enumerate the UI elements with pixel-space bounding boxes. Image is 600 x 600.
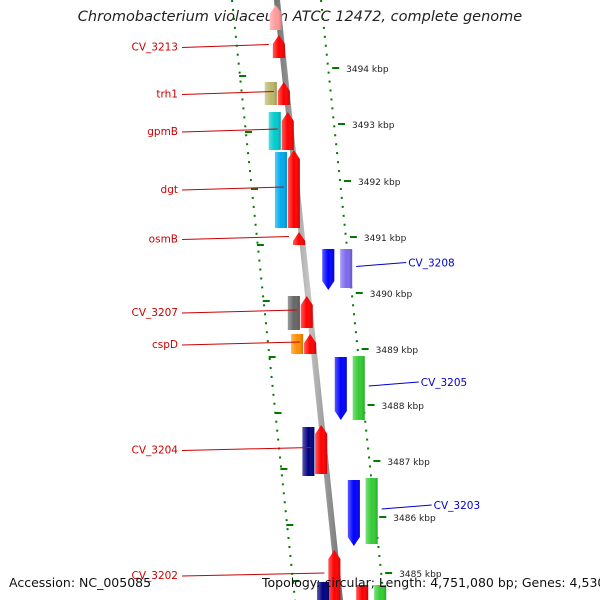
gene-label[interactable]: CV_3207 [132, 307, 179, 319]
track-border-left [231, 0, 296, 600]
gene-label-leader [181, 186, 284, 191]
gene-label-leader [181, 91, 274, 95]
gene-label[interactable]: osmB [149, 234, 178, 246]
gene-label-leader [181, 309, 297, 314]
gene-arrow-shading [291, 334, 304, 354]
gene-label[interactable]: CV_3203 [434, 500, 481, 512]
gene-arrow-shading [300, 296, 313, 328]
gene-feature[interactable] [272, 35, 285, 58]
gene-label-leader [181, 128, 278, 133]
gene-arrow-shading [315, 425, 328, 474]
gene-arrow-shading [347, 480, 360, 546]
gene-arrow-shading [268, 112, 281, 150]
gene-feature[interactable] [268, 112, 281, 150]
tick-label: 3487 kbp [387, 458, 430, 468]
tick-label: 3490 kbp [370, 290, 413, 300]
gene-label-leader [381, 504, 432, 510]
tick-label: 3486 kbp [393, 514, 436, 524]
gene-feature[interactable] [315, 425, 328, 474]
gene-label[interactable]: CV_3208 [408, 258, 455, 270]
gene-arrow-shading [352, 356, 365, 420]
gene-feature[interactable] [352, 356, 365, 420]
gene-feature[interactable] [374, 585, 387, 600]
gene-feature[interactable] [340, 249, 353, 288]
gene-label-leader [181, 447, 312, 451]
gene-arrow-shading [317, 582, 330, 600]
accession-text: Accession: NC_005085 [9, 575, 152, 590]
gene-feature[interactable] [328, 550, 341, 600]
gene-feature[interactable] [291, 334, 304, 354]
gene-label-leader [181, 572, 325, 577]
gene-label[interactable]: dgt [161, 184, 178, 196]
gene-arrow-shading [287, 296, 300, 330]
gene-feature[interactable] [365, 478, 378, 544]
gene-label-leader [368, 381, 419, 387]
gene-feature[interactable] [269, 5, 282, 30]
gene-label[interactable]: trh1 [156, 89, 178, 101]
gene-feature[interactable] [277, 82, 290, 105]
gene-arrow-shading [287, 150, 300, 228]
tick-label: 3485 kbp [399, 570, 442, 580]
gene-feature[interactable] [347, 480, 360, 546]
gene-arrow-shading [365, 478, 378, 544]
gene-feature[interactable] [274, 152, 287, 228]
gene-arrow-shading [328, 550, 341, 600]
map-title: Chromobacterium violaceum ATCC 12472, co… [77, 9, 523, 25]
gene-label[interactable]: CV_3205 [421, 377, 468, 389]
tick-label: 3493 kbp [352, 121, 395, 131]
gene-arrow-shading [322, 249, 335, 290]
gene-arrow-shading [304, 334, 317, 354]
gene-arrow-shading [272, 35, 285, 58]
gene-arrow-shading [340, 249, 353, 288]
gene-feature[interactable] [356, 585, 369, 600]
gene-feature[interactable] [317, 582, 330, 600]
gene-label[interactable]: cspD [152, 339, 178, 351]
gene-feature[interactable] [300, 296, 313, 328]
gene-label[interactable]: CV_3213 [132, 42, 179, 54]
gene-arrow-shading [293, 232, 306, 245]
gene-arrow-shading [281, 112, 294, 150]
gene-arrow-shading [334, 357, 347, 420]
gene-feature[interactable] [302, 427, 315, 476]
gene-arrow-shading [274, 152, 287, 228]
gene-arrow-shading [356, 585, 369, 600]
gene-label-leader [181, 44, 269, 48]
gene-label[interactable]: CV_3202 [132, 570, 179, 582]
gene-arrow-shading [264, 82, 277, 105]
genome-summary-text: Topology: circular; Length: 4,751,080 bp… [262, 575, 600, 590]
gene-feature[interactable] [304, 334, 317, 354]
tick-label: 3488 kbp [382, 402, 425, 412]
gene-feature[interactable] [287, 296, 300, 330]
gene-feature[interactable] [334, 357, 347, 420]
gene-label-leader [356, 262, 407, 267]
gene-feature[interactable] [322, 249, 335, 290]
gene-label[interactable]: gpmB [147, 126, 178, 138]
tick-label: 3491 kbp [364, 234, 407, 244]
tick-label: 3489 kbp [376, 346, 419, 356]
gene-feature[interactable] [281, 112, 294, 150]
tick-label: 3492 kbp [358, 178, 401, 188]
gene-label-leader [181, 341, 301, 346]
gene-feature[interactable] [287, 150, 300, 228]
gene-feature[interactable] [264, 82, 277, 105]
track-border-right [320, 0, 385, 600]
gene-feature[interactable] [293, 232, 306, 245]
gene-arrow-shading [302, 427, 315, 476]
tick-label: 3494 kbp [346, 65, 389, 75]
gene-arrow-shading [277, 82, 290, 105]
gene-arrow-shading [269, 5, 282, 30]
gene-label-leader [181, 236, 290, 240]
gene-label[interactable]: CV_3204 [132, 445, 179, 457]
gene-arrow-shading [374, 585, 387, 600]
